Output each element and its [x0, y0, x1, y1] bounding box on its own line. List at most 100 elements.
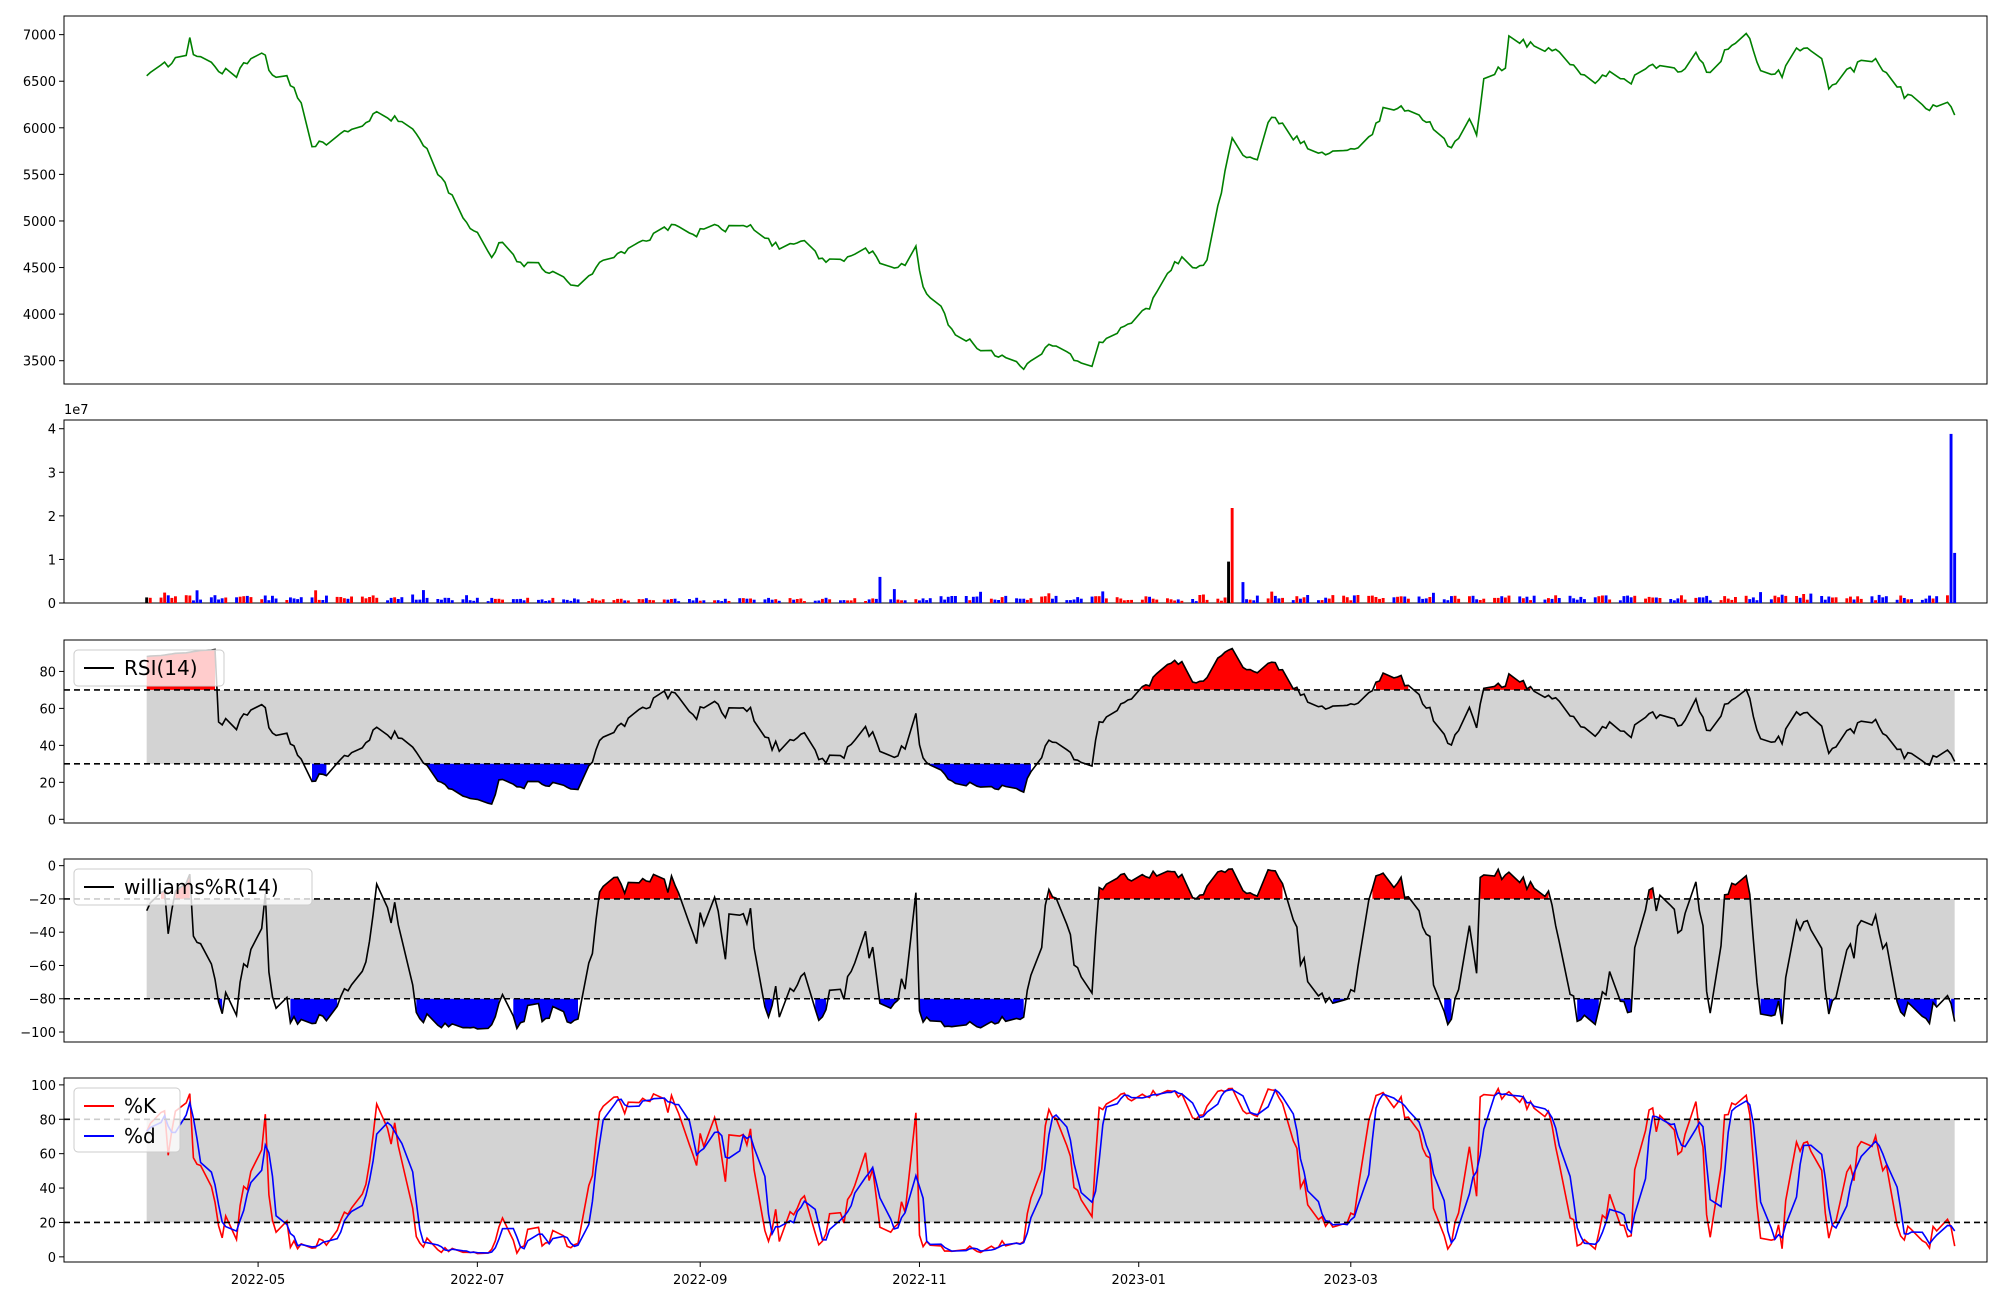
price-frame	[63, 15, 1988, 385]
volume-bar	[1820, 596, 1824, 603]
volume-bar	[1148, 596, 1151, 603]
volume-bar	[238, 596, 242, 603]
volume-bar	[565, 599, 569, 603]
volume-bar	[271, 595, 274, 603]
volume-bar	[1734, 597, 1737, 603]
volume-bar	[1856, 596, 1860, 603]
volume-bar	[1823, 599, 1827, 603]
volume-bar	[590, 598, 594, 603]
volume-bar	[1895, 599, 1899, 603]
volume-bar	[1831, 597, 1834, 603]
volume-bar	[839, 600, 842, 603]
rsi-ytick-label: 60	[39, 702, 56, 717]
rsi-legend: RSI(14)	[73, 649, 225, 687]
volume-bar	[842, 600, 846, 603]
volume-bar	[652, 600, 655, 603]
volume-bar	[1629, 597, 1633, 603]
volume-bar	[342, 598, 346, 603]
volume-bar	[1317, 600, 1320, 603]
volume-bar	[1834, 597, 1838, 603]
stochastic-legend-label: %K	[124, 1094, 157, 1118]
volume-bar	[989, 598, 993, 603]
rsi-overbought-fill	[1142, 648, 1297, 690]
price-ytick-label: 4500	[23, 262, 56, 277]
volume-bar	[1759, 592, 1762, 603]
volume-bar	[1306, 595, 1310, 603]
volume-bar	[1777, 597, 1780, 603]
volume-bar	[350, 596, 353, 603]
volume-bar	[1805, 599, 1809, 603]
volume-bar	[360, 596, 364, 603]
volume-bar	[1651, 597, 1655, 603]
volume-bar	[461, 599, 465, 603]
volume-bar	[573, 598, 576, 603]
volume-bar	[396, 599, 400, 603]
stochastic-frame	[63, 1077, 1988, 1263]
volume-bar	[1647, 596, 1651, 603]
volume-bar	[1004, 595, 1008, 603]
volume-bar	[1795, 596, 1798, 603]
volume-bar	[626, 600, 630, 603]
volume-bar	[1701, 597, 1705, 603]
volume-bar	[968, 600, 972, 603]
volume-bar	[1223, 597, 1227, 603]
volume-bar	[993, 599, 997, 603]
volume-bar	[1471, 595, 1475, 603]
volume-bar	[997, 600, 1000, 603]
volume-bar	[217, 599, 220, 603]
williams-ytick-label: −40	[29, 926, 56, 941]
volume-bar	[170, 597, 174, 603]
volume-bar	[1532, 595, 1536, 603]
x-tick-label: 2022-07	[450, 1273, 504, 1288]
volume-bar	[1604, 595, 1608, 603]
rsi-legend-label: RSI(14)	[124, 656, 198, 680]
volume-bar	[1601, 595, 1604, 603]
volume-bar	[946, 596, 950, 603]
volume-bar	[1220, 600, 1223, 603]
volume-bar	[673, 598, 677, 603]
x-tick-label: 2023-01	[1112, 1273, 1166, 1288]
volume-bar	[1644, 598, 1647, 603]
volume-bar	[145, 597, 149, 603]
rsi-band	[146, 689, 1955, 764]
volume-bar	[720, 601, 724, 603]
volume-bar	[1349, 600, 1353, 603]
volume-bar	[1726, 598, 1730, 603]
volume-bar	[1852, 599, 1856, 603]
volume-bar	[163, 592, 167, 603]
volume-bar	[1378, 598, 1381, 603]
rsi-ytick-label: 0	[48, 813, 56, 828]
volume-bar	[224, 597, 228, 603]
rsi-overbought-fill	[1376, 673, 1409, 690]
volume-bar	[245, 595, 249, 603]
volume-bar	[425, 597, 429, 603]
rsi-line	[146, 647, 1956, 806]
price-ytick-label: 6000	[23, 122, 56, 137]
volume-bar	[1356, 595, 1360, 603]
volume-bar	[770, 599, 774, 603]
volume-bar	[472, 600, 476, 603]
volume-bar	[1572, 598, 1576, 603]
volume-bar	[1920, 599, 1924, 603]
volume-bar	[892, 589, 896, 603]
volume-bar	[1698, 597, 1701, 603]
volume-bar	[1503, 597, 1507, 603]
volume-bar	[1140, 599, 1144, 603]
volume-bar	[950, 596, 954, 603]
volume-bar	[490, 597, 494, 603]
williams-oversold-fill	[513, 998, 578, 1029]
volume-bar	[1798, 597, 1802, 603]
volume-bar	[698, 600, 702, 603]
volume-bar	[1744, 595, 1748, 603]
volume-bar	[670, 599, 673, 603]
volume-bar	[1227, 561, 1230, 603]
volume-bar	[1241, 582, 1245, 603]
volume-bar	[1065, 600, 1069, 603]
volume-bar	[1849, 596, 1852, 603]
volume-bar	[497, 598, 501, 603]
volume-bar	[1935, 596, 1939, 603]
volume-bar	[1015, 598, 1018, 603]
x-tick-label: 2022-11	[892, 1273, 946, 1288]
stochastic-ytick-label: 20	[39, 1216, 56, 1231]
volume-bar	[1450, 596, 1453, 603]
